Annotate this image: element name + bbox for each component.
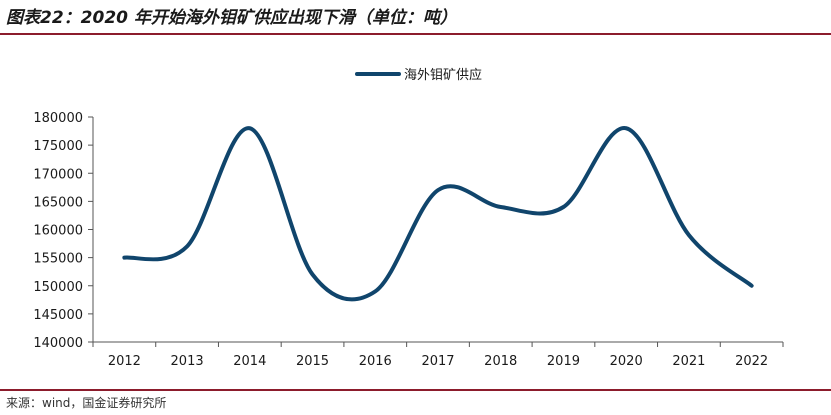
chart-title: 图表22：2020 年开始海外钼矿供应出现下滑（单位：吨） [6, 8, 457, 28]
x-axis: 2012 2013 2014 2015 2016 2017 2018 2019 2020 2021… [92, 341, 784, 369]
x-tick-label: 2019 [547, 354, 580, 369]
x-tick-label: 2022 [735, 354, 768, 369]
x-tick-label: 2018 [484, 354, 517, 369]
series-line-0 [122, 126, 754, 302]
legend: 海外钼矿供应 [355, 67, 482, 83]
y-axis: 140000 145000 150000 155000 160000 165000 1700… [33, 111, 94, 351]
y-tick-label: 150000 [33, 280, 83, 295]
y-tick-label: 140000 [33, 336, 83, 351]
x-tick-label: 2015 [296, 354, 329, 369]
y-tick-label: 170000 [33, 167, 83, 182]
y-tick-label: 165000 [33, 195, 83, 210]
x-tick-label: 2012 [108, 354, 141, 369]
y-tick-label: 160000 [33, 224, 83, 239]
legend-label: 海外钼矿供应 [404, 67, 482, 83]
bottom-divider [0, 389, 831, 391]
y-tick-label: 180000 [33, 111, 83, 126]
x-tick-label: 2020 [610, 354, 643, 369]
x-tick-label: 2017 [421, 354, 454, 369]
x-tick-label: 2021 [672, 354, 705, 369]
source-note: 来源：wind，国金证券研究所 [6, 396, 167, 410]
y-tick-label: 145000 [33, 308, 83, 323]
x-tick-label: 2016 [359, 354, 392, 369]
y-tick-label: 155000 [33, 252, 83, 267]
series-layer [122, 126, 754, 302]
x-tick-label: 2014 [233, 354, 266, 369]
y-tick-label: 175000 [33, 139, 83, 154]
top-divider [0, 33, 831, 35]
x-tick-label: 2013 [171, 354, 204, 369]
